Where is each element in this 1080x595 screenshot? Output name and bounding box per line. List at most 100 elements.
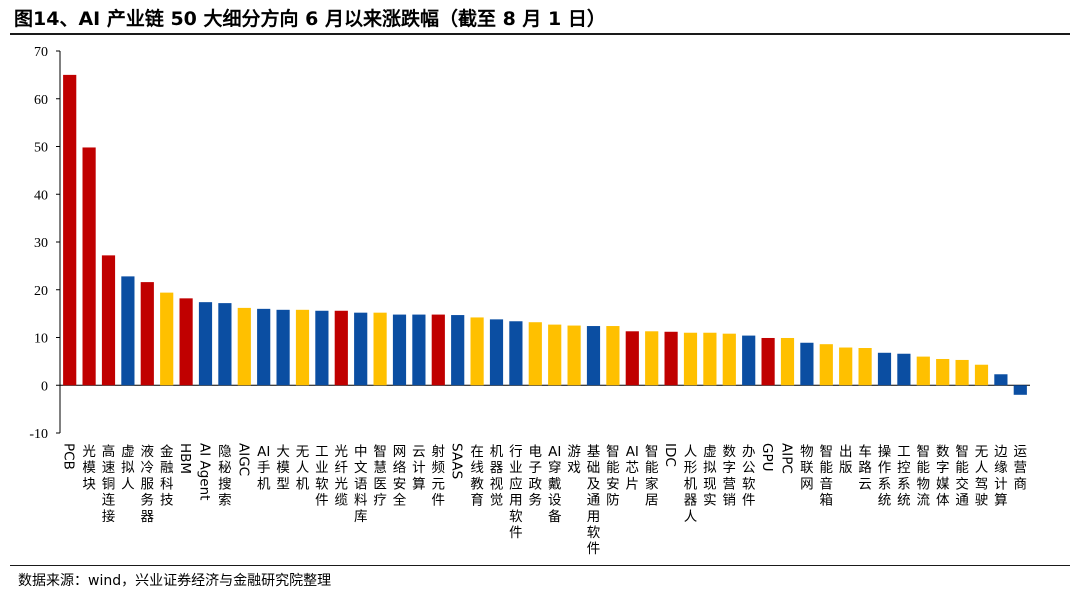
category-label: 大模型 [276, 444, 290, 492]
category-label: HBM [177, 443, 193, 474]
bar-49 [994, 374, 1008, 386]
category-label: 智能物流 [917, 444, 931, 509]
category-label: 金融科技 [160, 444, 174, 509]
category-label: 云计算 [412, 444, 426, 492]
category-label: SAAS [449, 443, 465, 479]
bar-layer [63, 74, 1027, 395]
y-tick-label: -10 [29, 427, 48, 442]
bar-37 [761, 337, 775, 386]
bar-41 [839, 347, 853, 386]
source-rule [10, 565, 1070, 566]
bar-24 [509, 321, 523, 386]
category-label: 智能交通 [955, 444, 969, 509]
bar-1 [63, 74, 77, 386]
category-label: 在线教育 [470, 444, 484, 509]
category-label: 虚拟人 [121, 444, 135, 492]
category-label: AI Agent [197, 443, 213, 500]
category-label: 隐秘搜索 [218, 444, 232, 509]
bar-43 [877, 352, 892, 386]
category-label: PCB [61, 443, 77, 470]
bar-38 [780, 337, 795, 386]
bar-10 [237, 307, 251, 386]
bar-13 [295, 309, 310, 386]
bar-50 [1013, 385, 1027, 395]
bar-22 [470, 317, 484, 386]
category-label: 车路云 [858, 443, 872, 492]
y-tick-label: 70 [34, 45, 48, 60]
bar-33 [683, 332, 698, 386]
y-tick-label: 0 [41, 379, 48, 394]
category-label: 运营商 [1014, 444, 1028, 492]
bar-25 [528, 322, 542, 386]
bar-6 [160, 292, 174, 386]
title-rule [10, 33, 1070, 35]
bar-23 [489, 319, 504, 386]
category-label: 行业应用软件 [509, 444, 523, 541]
category-label: 射频元件 [432, 444, 446, 509]
bar-21 [451, 315, 465, 386]
bar-48 [974, 364, 989, 386]
y-tick-label: 60 [34, 93, 48, 108]
category-label: 高速铜连接 [102, 443, 116, 525]
bar-15 [334, 310, 348, 386]
bar-28 [586, 326, 601, 386]
y-tick-label: 10 [34, 332, 48, 347]
category-label: 出版 [839, 444, 853, 476]
bar-11 [257, 308, 271, 386]
category-label: AI 手机 [257, 444, 271, 492]
category-label: 基础及通用软件 [587, 443, 601, 557]
category-label: 数字媒体 [936, 444, 950, 509]
category-label: IDC [662, 443, 678, 467]
category-label: 人形机器人 [684, 444, 698, 525]
category-label: 电子政务 [529, 444, 543, 509]
category-label: 边缘计算 [994, 444, 1008, 509]
bar-17 [373, 312, 387, 386]
chart-title: 图14、AI 产业链 50 大细分方向 6 月以来涨跌幅（截至 8 月 1 日） [14, 8, 606, 30]
category-label: AI 芯片 [626, 444, 640, 492]
bar-30 [625, 331, 639, 386]
category-label: 物联网 [800, 444, 814, 492]
category-label: 网络安全 [393, 444, 407, 509]
y-tick-label: 40 [34, 188, 48, 203]
category-label: 液冷服务器 [141, 444, 155, 525]
bar-44 [897, 353, 911, 386]
bar-46 [936, 358, 950, 386]
y-tick-label: 30 [34, 236, 48, 251]
category-label: 数字营销 [723, 444, 737, 509]
category-label: AIPC [779, 443, 795, 474]
bar-chart: -10 0 10 20 30 40 50 60 70 PCB 光模块高速铜连接虚拟人液冷服务器金融… [29, 45, 1030, 557]
bar-26 [548, 324, 562, 386]
bar-12 [276, 309, 290, 386]
bar-31 [645, 331, 659, 386]
y-tick-label: 50 [34, 141, 48, 156]
category-label: 工业软件 [315, 444, 329, 509]
category-label: 智慧医疗 [373, 444, 387, 509]
category-label: 机器视觉 [490, 444, 504, 509]
bar-18 [392, 314, 407, 386]
bar-4 [121, 276, 135, 386]
bar-45 [916, 356, 930, 386]
category-label: 工控系统 [897, 444, 911, 509]
category-label: 智能音箱 [820, 444, 834, 509]
category-label: 智能安防 [606, 444, 620, 509]
category-label: 智能家居 [645, 444, 659, 509]
bar-9 [218, 303, 232, 386]
y-tick-label: 20 [34, 284, 48, 299]
bar-35 [722, 333, 736, 386]
bar-14 [315, 310, 329, 386]
bar-5 [140, 282, 154, 386]
category-label: 游戏 [567, 444, 581, 476]
bar-8 [198, 302, 213, 386]
category-label: 操作系统 [878, 444, 892, 509]
category-label: 虚拟现实 [703, 444, 717, 509]
category-label: AI 穿戴设备 [548, 444, 562, 525]
bar-7 [179, 298, 193, 386]
category-label: 光模块 [82, 444, 96, 492]
bar-19 [412, 314, 426, 386]
category-label: 无人驾驶 [975, 444, 989, 509]
category-label: GPU [759, 443, 775, 471]
bar-47 [955, 359, 969, 386]
bar-20 [431, 314, 445, 386]
category-label: 光纤光缆 [335, 444, 349, 509]
